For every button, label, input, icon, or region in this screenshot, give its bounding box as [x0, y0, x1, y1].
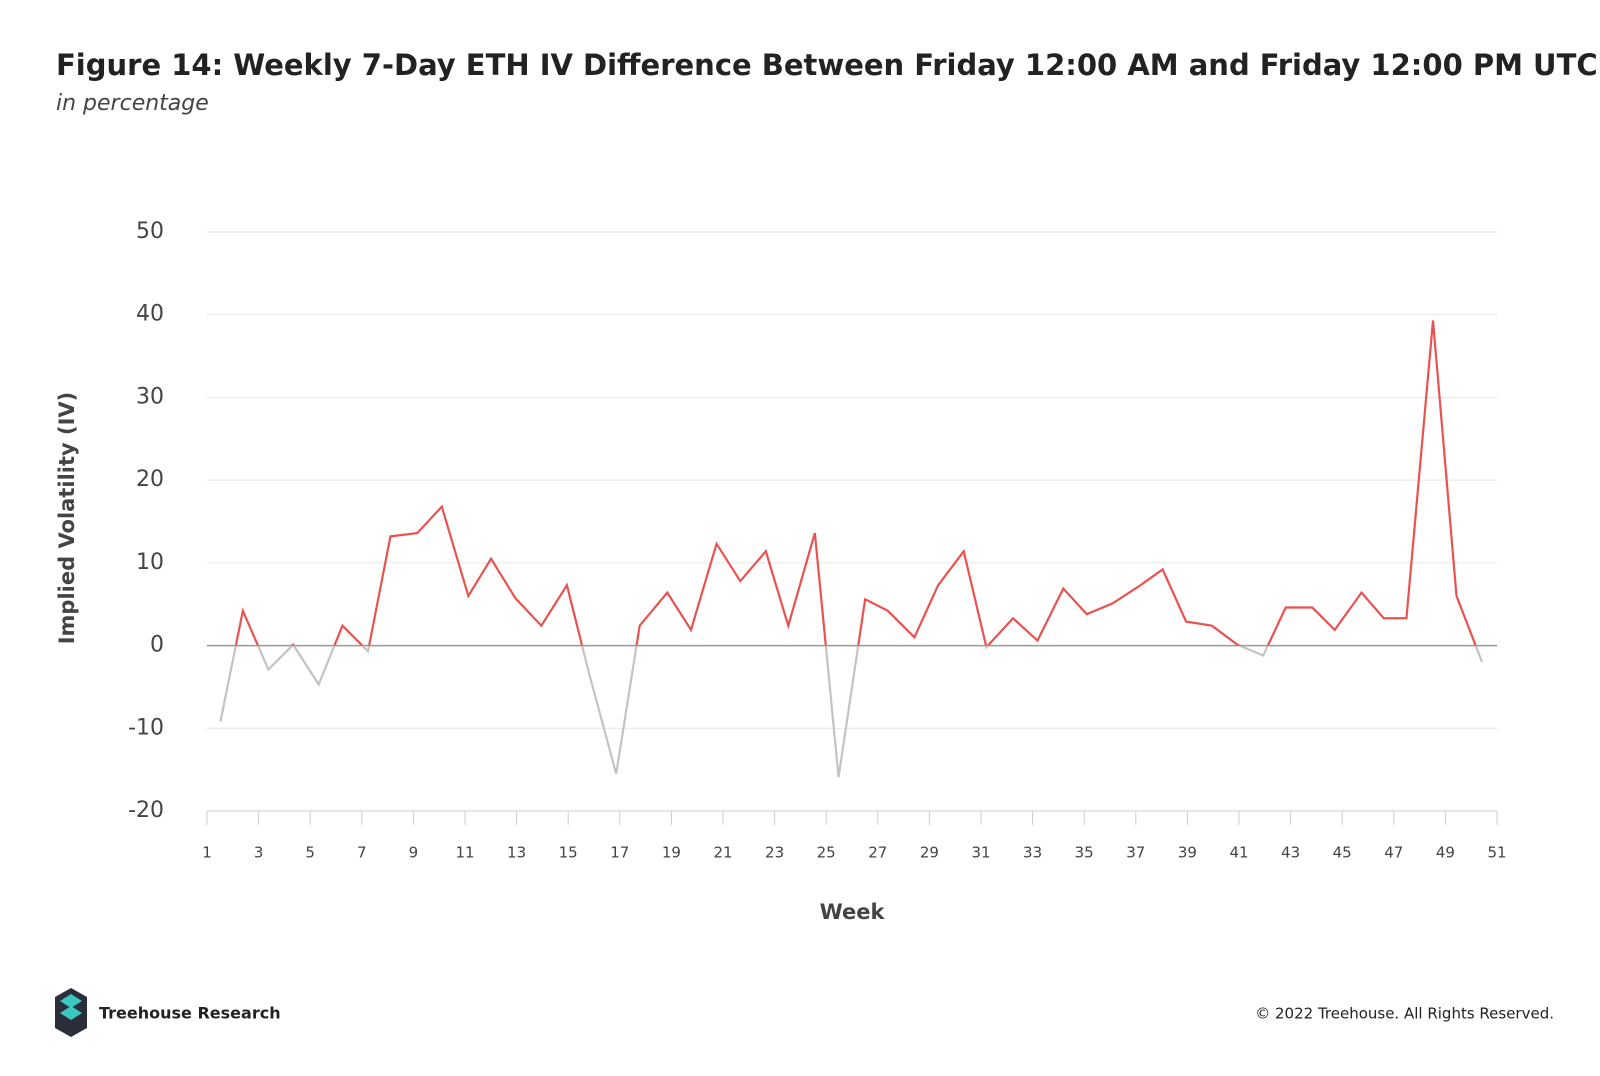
- chart-title: Figure 14: Weekly 7-Day ETH IV Differenc…: [56, 48, 1598, 82]
- x-tick-label: 35: [1075, 844, 1094, 862]
- y-tick-label: 50: [136, 219, 164, 244]
- y-tick-label: 10: [136, 550, 164, 575]
- y-tick-label: 40: [136, 302, 164, 327]
- x-tick-label: 13: [507, 844, 526, 862]
- x-tick-label: 27: [868, 844, 887, 862]
- y-axis-label: Implied Volatility (IV): [55, 392, 79, 645]
- chart-subtitle: in percentage: [56, 91, 209, 116]
- brand: Treehouse Research: [99, 1004, 281, 1023]
- x-tick-label: 15: [559, 844, 578, 862]
- x-tick-label: 11: [455, 844, 474, 862]
- x-tick-label: 9: [409, 844, 419, 862]
- y-tick-label: -10: [128, 715, 164, 740]
- line-negative: [219, 645, 1484, 778]
- x-tick-label: 31: [971, 844, 990, 862]
- x-tick-label: 23: [765, 844, 784, 862]
- logo: [55, 988, 87, 1037]
- x-tick-label: 43: [1281, 844, 1300, 862]
- x-tick-label: 3: [254, 844, 264, 862]
- line-positive: [234, 320, 1477, 646]
- x-tick-label: 49: [1436, 844, 1455, 862]
- x-tick-label: 29: [920, 844, 939, 862]
- x-tick-label: 37: [1126, 844, 1145, 862]
- x-tick-label: 25: [817, 844, 836, 862]
- copyright: © 2022 Treehouse. All Rights Reserved.: [1255, 1005, 1554, 1023]
- x-tick-label: 17: [610, 844, 629, 862]
- y-tick-label: -20: [128, 798, 164, 823]
- y-tick-label: 0: [150, 633, 164, 658]
- x-tick-label: 41: [1229, 844, 1248, 862]
- x-tick-label: 51: [1487, 844, 1506, 862]
- x-tick-label: 47: [1384, 844, 1403, 862]
- x-axis-label: Week: [820, 900, 886, 924]
- x-tick-label: 39: [1178, 844, 1197, 862]
- x-tick-label: 5: [305, 844, 315, 862]
- y-tick-label: 30: [136, 384, 164, 409]
- x-tick-label: 21: [713, 844, 732, 862]
- x-tick-label: 1: [202, 844, 212, 862]
- y-tick-label: 20: [136, 467, 164, 492]
- x-tick-label: 19: [662, 844, 681, 862]
- x-tick-label: 7: [357, 844, 367, 862]
- x-tick-label: 33: [1023, 844, 1042, 862]
- x-tick-label: 45: [1333, 844, 1352, 862]
